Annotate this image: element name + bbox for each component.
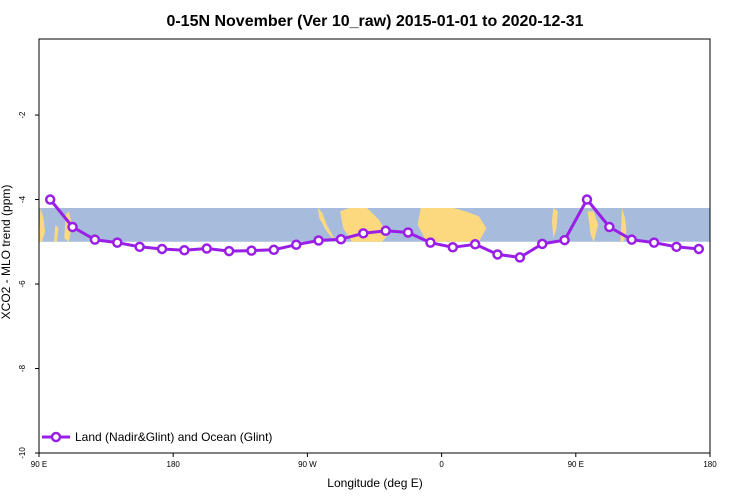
data-point (671, 241, 682, 253)
x-tick-label: 90 E (568, 460, 584, 469)
data-point (492, 249, 503, 260)
data-point (223, 245, 235, 257)
y-axis-label: XCO2 - MLO trend (ppm) (0, 185, 13, 320)
data-point (469, 239, 481, 250)
data-point (425, 237, 436, 248)
data-point (648, 237, 660, 248)
x-tick-label: 0 (439, 460, 444, 469)
data-point (447, 242, 459, 253)
data-point (559, 234, 570, 246)
y-tick-label: -10 (18, 447, 27, 459)
data-point (380, 225, 391, 237)
y-axis: -2 -4 -6 -8 -10 (18, 111, 39, 459)
x-axis-label: Longitude (deg E) (327, 476, 422, 490)
legend-marker (50, 431, 62, 443)
land-indochina (587, 211, 599, 242)
data-point (313, 235, 324, 246)
x-tick-label: 90 W (298, 460, 317, 469)
land-philippines (39, 208, 45, 242)
y-tick-label: -6 (18, 280, 27, 288)
data-point (290, 239, 302, 250)
data-point (112, 237, 123, 248)
data-point (179, 244, 190, 256)
legend-label: Land (Nadir&Glint) and Ocean (Glint) (75, 430, 272, 444)
land-africa (417, 208, 487, 242)
series-layer (44, 194, 705, 263)
x-tick-label: 180 (167, 460, 181, 469)
data-point (693, 243, 705, 255)
land-borneo-2 (53, 224, 59, 242)
chart-title: 0-15N November (Ver 10_raw) 2015-01-01 t… (166, 13, 583, 30)
data-point (402, 227, 414, 238)
y-tick-label: -8 (18, 364, 27, 372)
y-tick-label: -4 (18, 195, 27, 203)
land-central-america (317, 208, 341, 242)
x-axis: 90 E 180 90 W 0 90 E 180 (31, 453, 717, 469)
data-point (335, 233, 347, 245)
data-point (134, 241, 145, 253)
data-point (581, 194, 593, 205)
data-point (156, 243, 168, 255)
land-shapes (39, 208, 627, 242)
data-point (537, 238, 548, 250)
data-point (268, 244, 280, 256)
legend: Land (Nadir&Glint) and Ocean (Glint) (42, 430, 272, 444)
data-point (626, 234, 637, 245)
data-point (514, 252, 526, 263)
data-point (201, 243, 212, 254)
data-point (358, 228, 369, 239)
data-point (44, 194, 56, 205)
data-point (67, 221, 78, 233)
x-tick-label: 90 E (31, 460, 47, 469)
data-point (89, 234, 101, 245)
land-india (551, 208, 558, 239)
plot-frame (38, 38, 711, 454)
data-point (604, 221, 615, 233)
x-tick-label: 180 (703, 460, 717, 469)
data-point (246, 245, 257, 256)
y-tick-label: -2 (18, 111, 27, 119)
